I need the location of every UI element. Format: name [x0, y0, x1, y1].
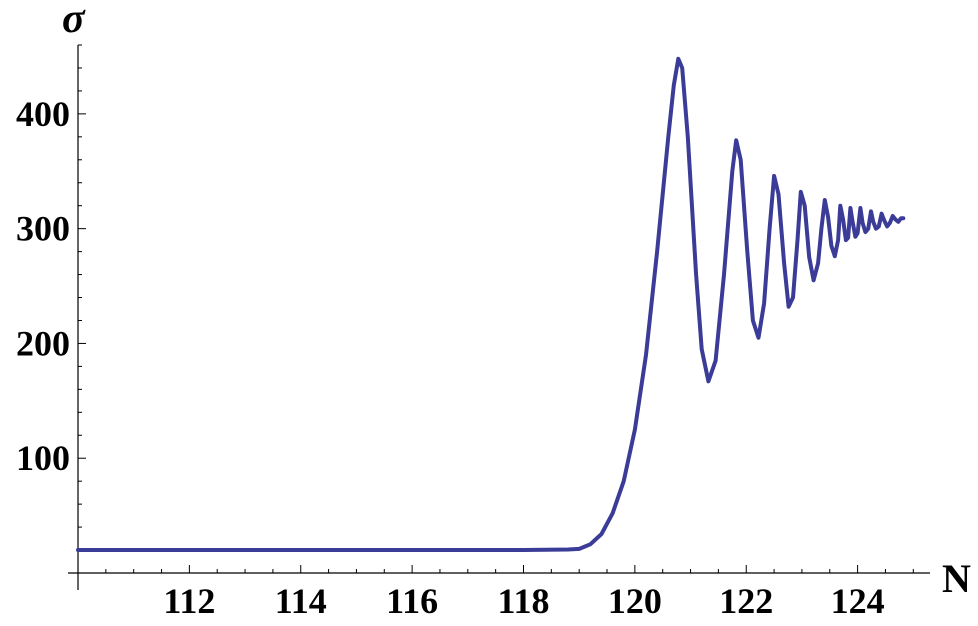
x-tick-label: 114 — [275, 581, 327, 621]
ticks-layer: 112 114 116 118 120 122 124 100 200 300 400 — [16, 44, 914, 621]
y-tick-label: 200 — [16, 323, 70, 363]
series-line — [76, 56, 906, 552]
series-layer — [76, 56, 906, 552]
x-axis-label: N — [942, 556, 971, 601]
x-tick-label: 124 — [831, 581, 885, 621]
x-tick-label: 118 — [497, 581, 549, 621]
x-tick-label: 112 — [163, 581, 215, 621]
x-tick-label: 116 — [386, 581, 438, 621]
x-tick-label: 122 — [719, 581, 773, 621]
y-tick-label: 100 — [16, 438, 70, 478]
y-tick-label: 400 — [16, 94, 70, 134]
y-tick-label: 300 — [16, 209, 70, 249]
x-tick-label: 120 — [608, 581, 662, 621]
y-axis-label: σ — [62, 0, 86, 42]
